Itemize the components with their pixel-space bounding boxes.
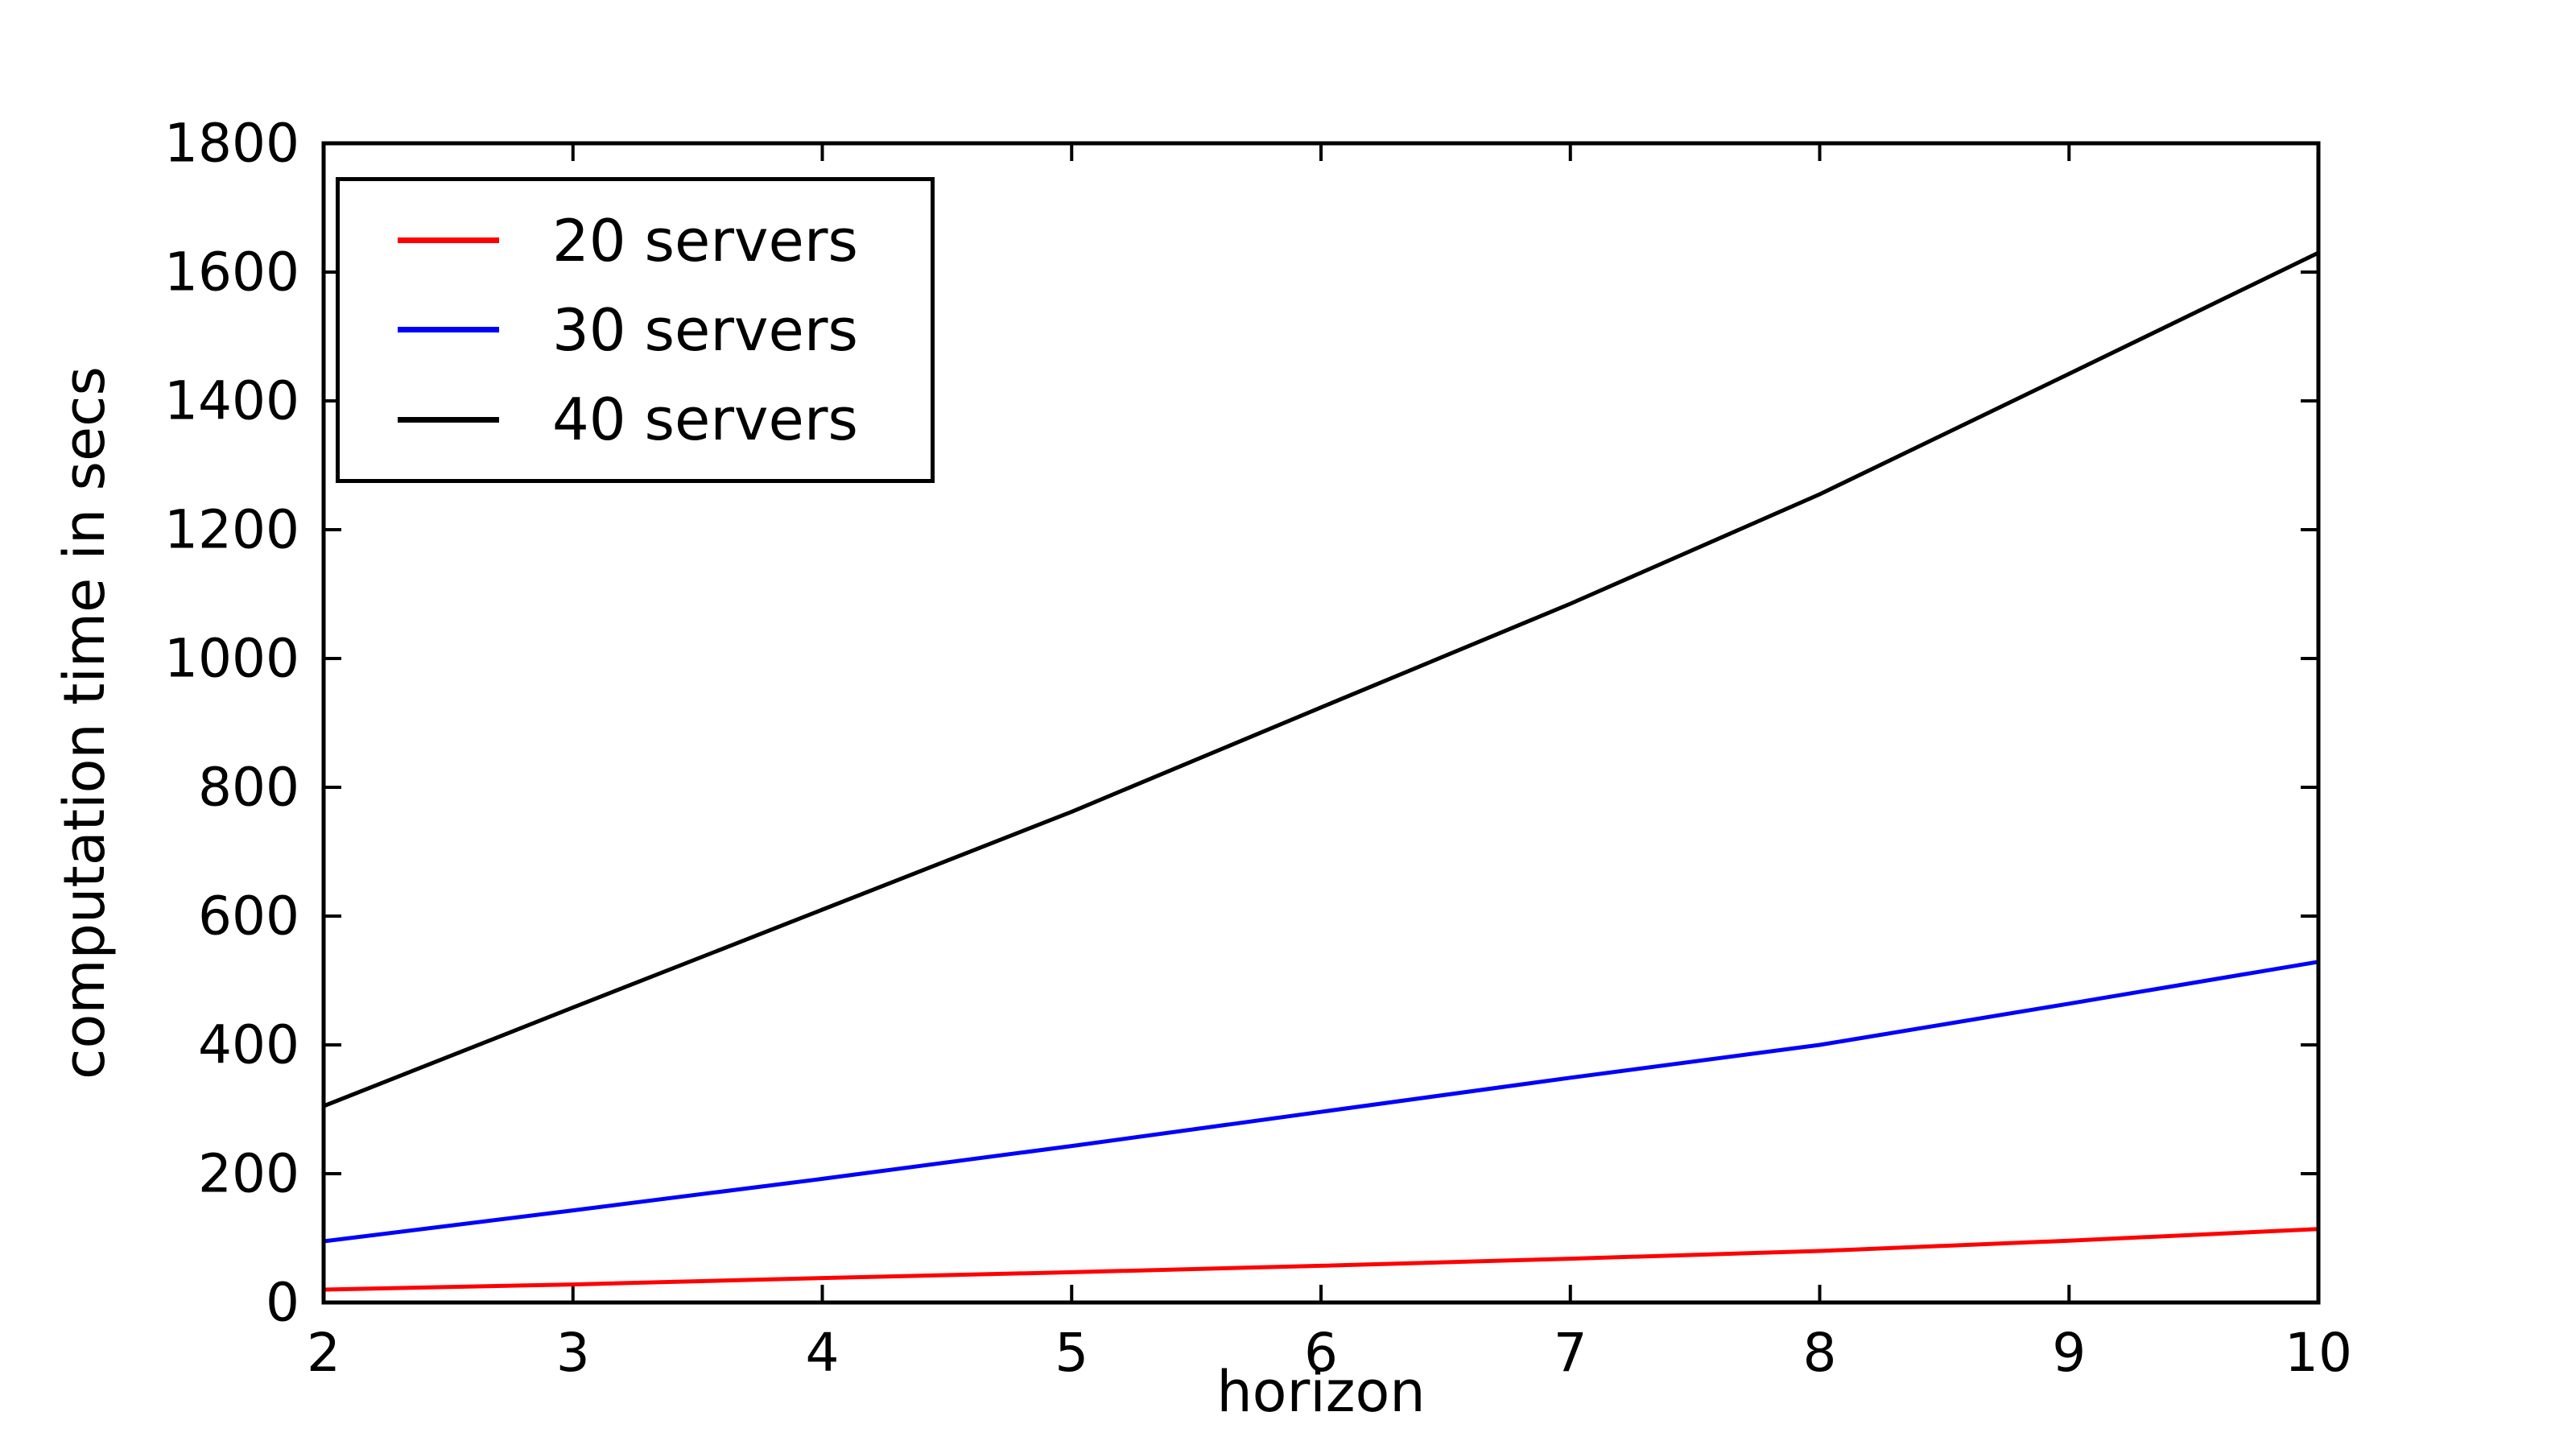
legend-item-30-servers: 30 servers	[398, 301, 923, 359]
y-tick-label: 400	[198, 1013, 299, 1075]
y-tick-label: 1400	[164, 369, 299, 431]
y-tick-label: 1800	[164, 112, 299, 174]
y-tick-label: 1600	[164, 241, 299, 303]
legend-line-swatch-blue	[398, 327, 499, 333]
x-tick-label: 5	[1055, 1322, 1088, 1384]
legend-label: 30 servers	[552, 295, 858, 364]
legend-label: 20 servers	[552, 206, 858, 275]
x-tick-label: 7	[1554, 1322, 1587, 1384]
series-line-40-servers	[323, 250, 2320, 1108]
series-line-30-servers	[323, 960, 2319, 1244]
legend-line-swatch-red	[398, 237, 499, 244]
x-tick-label: 8	[1803, 1322, 1837, 1384]
x-tick-label: 10	[2285, 1322, 2352, 1384]
y-tick-label: 0	[266, 1271, 299, 1333]
x-tick-label: 2	[307, 1322, 341, 1384]
y-tick-label: 200	[198, 1142, 299, 1204]
x-tick-label: 3	[556, 1322, 590, 1384]
x-tick-label: 4	[806, 1322, 840, 1384]
series-line-20-servers	[323, 1227, 2319, 1292]
plot-spines	[321, 141, 2321, 1305]
legend-label: 40 servers	[552, 386, 858, 454]
x-tick-label: 9	[2052, 1322, 2086, 1384]
x-axis-title: horizon	[1216, 1359, 1426, 1425]
y-tick-label: 1200	[164, 498, 299, 560]
legend-item-20-servers: 20 servers	[398, 212, 923, 270]
y-tick-label: 600	[198, 885, 299, 947]
x-tick-label: 6	[1304, 1322, 1338, 1384]
y-tick-label: 800	[198, 756, 299, 818]
y-axis-title: computation time in secs	[52, 366, 118, 1080]
y-tick-label: 1000	[164, 627, 299, 689]
legend-item-40-servers: 40 servers	[398, 390, 923, 448]
legend-line-swatch-black	[398, 416, 499, 423]
legend: 20 servers 30 servers 40 servers	[336, 177, 935, 483]
